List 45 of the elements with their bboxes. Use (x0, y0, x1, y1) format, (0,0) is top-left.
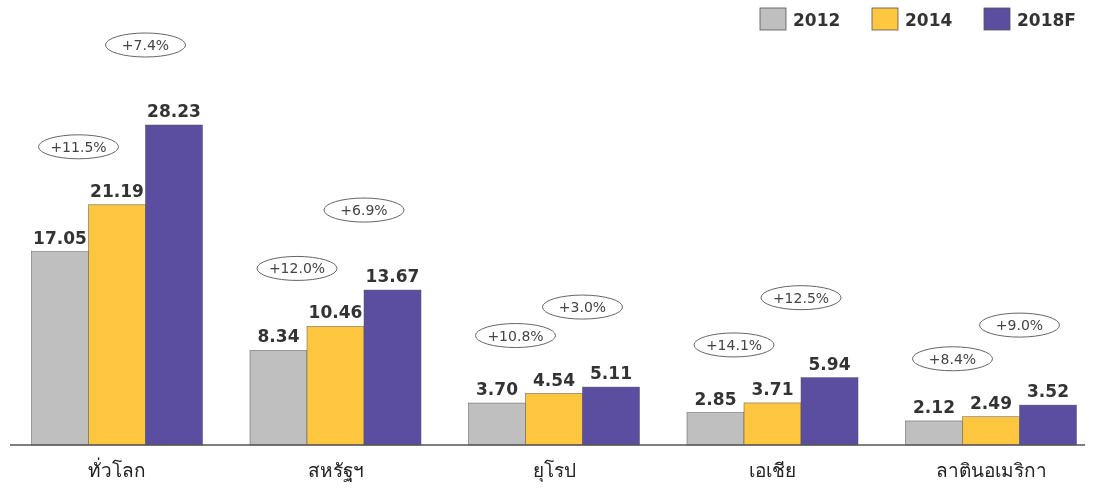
annotation: +3.0% (542, 294, 623, 320)
annotation: +8.4% (928, 350, 977, 367)
annotation: +3.0% (558, 299, 607, 316)
annotation: +12.5% (772, 289, 830, 306)
annotation: +9.0% (995, 317, 1044, 334)
annotation: +6.9% (323, 197, 405, 223)
data-label: 3.71 (751, 378, 794, 399)
data-label: 2.49 (970, 392, 1012, 413)
data-label: 5.94 (808, 353, 851, 374)
data-label: 5.11 (590, 363, 632, 384)
data-label: 4.54 (533, 369, 576, 390)
data-label: 2.12 (913, 396, 955, 417)
legend-label: 2018F (1017, 10, 1076, 30)
x-tick-label: ทั่วโลก (88, 457, 146, 481)
annotation: +8.4% (912, 346, 993, 372)
annotation: +14.1% (693, 332, 775, 358)
x-tick-label: ลาตินอเมริกา (935, 459, 1047, 481)
x-tick-label: สหรัฐฯ (307, 459, 364, 482)
data-label: 3.52 (1027, 381, 1069, 402)
annotation: +12.5% (760, 285, 842, 311)
x-tick-label: ยุโรป (532, 459, 576, 483)
annotation: +14.1% (705, 336, 763, 353)
data-label: 8.34 (257, 326, 300, 347)
legend-label: 2014 (905, 10, 953, 30)
data-label: 17.05 (33, 227, 87, 248)
x-tick-label: เอเชีย (749, 459, 796, 481)
data-label: 28.23 (147, 101, 201, 121)
annotation: +12.0% (268, 260, 326, 277)
legend-label: 2012 (793, 10, 841, 30)
annotation: +11.5% (50, 138, 107, 155)
data-label: 2.85 (694, 388, 737, 409)
annotation: +10.8% (487, 327, 544, 344)
data-label: 10.46 (308, 302, 363, 323)
annotation: +7.4% (105, 32, 186, 58)
legend-item: 2012 (759, 7, 841, 31)
annotation: +12.0% (256, 255, 338, 281)
annotation: +6.9% (340, 202, 388, 219)
annotation: +11.5% (38, 134, 119, 160)
data-label: 13.67 (365, 266, 420, 287)
annotation: +10.8% (475, 323, 556, 349)
legend-item: 2014 (871, 7, 953, 31)
data-label: 21.19 (90, 180, 144, 201)
data-label: 3.70 (476, 379, 519, 400)
legend-item: 2018F (983, 7, 1076, 31)
annotation: +9.0% (979, 312, 1060, 338)
